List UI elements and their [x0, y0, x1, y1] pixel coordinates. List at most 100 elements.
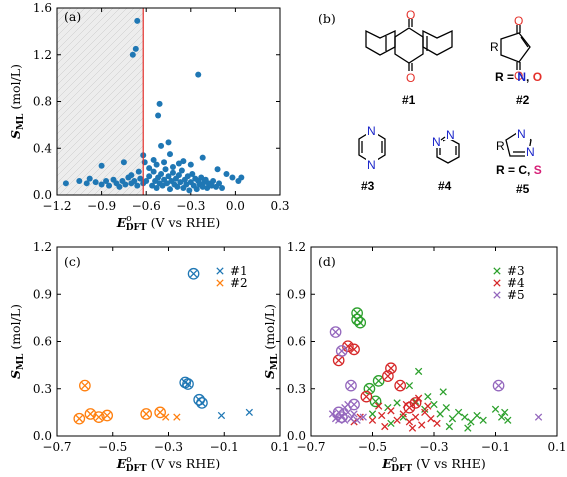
data-point-ring — [182, 378, 194, 390]
data-point-cross — [335, 356, 343, 365]
data-point-cross — [331, 328, 340, 336]
y-tick-label: 1.6 — [33, 1, 52, 15]
legend-label: #1 — [230, 264, 248, 278]
data-point-ring — [196, 397, 208, 409]
shade-hatch — [56, 7, 121, 72]
data-point-cross — [399, 410, 407, 418]
data-point-ring — [372, 375, 385, 387]
molecule-5-n-mask-right — [525, 146, 537, 158]
data-point — [180, 158, 187, 165]
molecule-4-nitrogen-2: N — [446, 128, 455, 142]
data-point-cross — [427, 415, 435, 423]
panel-d-plot: −0.7 −0.5 −0.3 −0.1 0.10.00.30.60.91.2#3#4#5… — [262, 240, 567, 474]
molecule-3-n-mask-top — [366, 124, 378, 136]
data-point — [122, 181, 129, 188]
y-tick-label: 0.9 — [33, 287, 52, 301]
data-point-cross — [442, 403, 450, 412]
data-point-cross — [381, 422, 389, 431]
data-point-cross — [198, 399, 206, 407]
shade-hatch — [56, 75, 144, 163]
plot-frame — [56, 7, 281, 196]
panel-c-plot: −0.7 −0.5 −0.3 −0.1 0.1 0.0 0.3 0.6 0.9 1.2 #1#2 SM… — [8, 240, 290, 474]
data-point-cross — [418, 421, 426, 429]
data-point — [214, 166, 221, 173]
molecule-1-label: #1 — [402, 93, 416, 107]
data-point — [165, 139, 172, 146]
y-axis-label: SML (mol/L) — [8, 64, 26, 139]
data-point — [98, 162, 105, 169]
data-point — [184, 173, 191, 180]
data-point — [199, 154, 206, 161]
data-point — [159, 182, 166, 189]
data-point-cross — [504, 416, 512, 424]
panel-d-label: (d) — [318, 254, 336, 269]
y-tick-label: 1.2 — [33, 48, 52, 62]
legend-label: #3 — [507, 264, 525, 278]
data-point-cross — [350, 345, 358, 354]
plot-frame — [56, 246, 281, 437]
data-point — [161, 159, 168, 166]
molecule-4-nitrogen-1: N — [432, 135, 441, 149]
data-point — [132, 45, 139, 52]
data-point-ring — [154, 406, 166, 419]
molecule-4-label: #4 — [438, 179, 452, 193]
data-point-cross — [436, 410, 444, 418]
panel-a-plot: −1.2 −0.9 −0.6 −0.3 0.0 0.3 0.0 0.4 0.8 1.2 1.6 SML… — [8, 1, 290, 233]
data-point-cross — [501, 408, 509, 417]
data-point — [129, 51, 136, 58]
data-point-cross — [414, 367, 423, 376]
x-tick-label: −0.5 — [98, 440, 127, 454]
shade-hatch — [56, 33, 144, 121]
legend-label: #5 — [507, 288, 525, 302]
shade-hatch — [56, 7, 135, 86]
data-point — [186, 187, 193, 194]
x-tick-label: −0.1 — [481, 440, 510, 454]
data-point — [135, 168, 142, 175]
data-point — [169, 163, 176, 170]
data-point-cross — [347, 381, 355, 390]
data-point — [131, 177, 138, 184]
data-point-cross — [359, 413, 367, 421]
data-point — [106, 182, 113, 189]
molecule-5-nitrogen-top: N — [517, 127, 526, 141]
data-point — [223, 170, 230, 177]
molecule-5-r-definition: R = C, S — [496, 163, 542, 177]
data-point — [153, 161, 160, 168]
y-tick-label: 0.0 — [33, 429, 52, 443]
molecule-3-label: #3 — [361, 179, 375, 193]
panel-b-structures: (b) O O #1 O O R R = N, O #2 — [318, 8, 542, 196]
data-point — [116, 183, 123, 190]
y-tick-label: 0.0 — [287, 429, 306, 443]
x-tick-label: −0.3 — [419, 440, 448, 454]
molecule-5-n-mask-top — [516, 128, 530, 140]
data-point-ring — [329, 326, 342, 338]
molecule-2-oxygen-top: O — [514, 14, 523, 28]
shade-hatch — [56, 7, 114, 65]
data-point-cross — [467, 418, 475, 426]
data-point — [156, 100, 163, 107]
data-point-ring — [335, 345, 348, 357]
data-point-cross — [393, 399, 401, 407]
data-point — [204, 184, 211, 191]
data-point-cross — [411, 413, 420, 421]
data-point — [166, 186, 173, 193]
data-point-cross — [86, 410, 95, 418]
x-tick-label: −0.3 — [176, 199, 205, 213]
data-point — [155, 112, 162, 119]
data-point-ring — [394, 379, 407, 392]
data-point-cross — [439, 388, 447, 396]
data-point — [177, 179, 184, 186]
data-point-cross — [341, 403, 349, 412]
data-point-cross — [335, 416, 343, 424]
legend-marker — [216, 279, 224, 287]
data-point-cross — [479, 416, 487, 424]
legend-marker — [493, 291, 501, 299]
data-point-cross — [491, 405, 500, 413]
panel-b-label: (b) — [318, 11, 336, 26]
y-tick-label: 0.3 — [33, 382, 52, 396]
x-tick-label: −0.1 — [210, 440, 239, 454]
data-point — [195, 71, 202, 78]
shade-hatch — [56, 89, 144, 177]
legend-marker — [493, 279, 501, 287]
